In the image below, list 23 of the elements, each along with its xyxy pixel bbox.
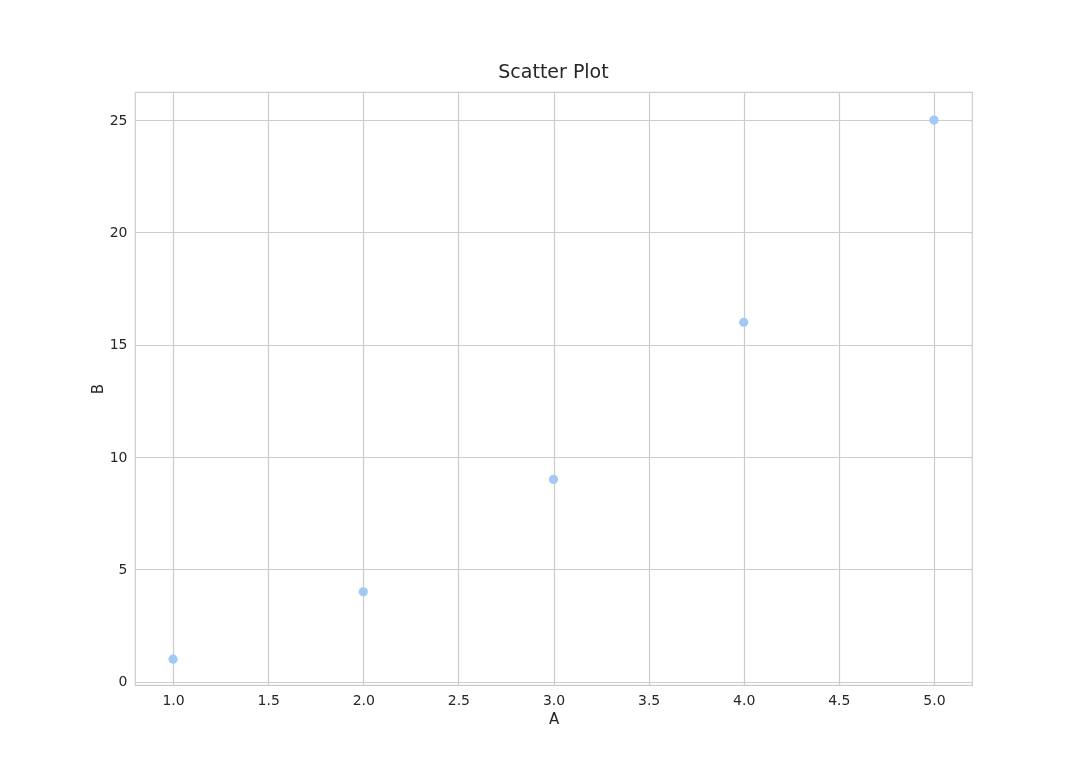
y-tick-label: 20: [109, 223, 128, 240]
y-axis-title: B: [88, 383, 107, 395]
x-tick-label: 3.5: [637, 691, 661, 708]
y-tick-label: 15: [109, 336, 128, 353]
y-tick-label: 25: [109, 111, 128, 128]
x-axis-title: A: [548, 709, 560, 728]
point: [168, 654, 178, 664]
y-tick-label: 10: [109, 448, 128, 465]
x-tick-label: 2.5: [447, 691, 471, 708]
x-tick-label: 1.5: [257, 691, 280, 708]
x-tick-label: 3.0: [542, 691, 566, 708]
point: [548, 474, 559, 485]
point: [739, 317, 749, 327]
x-tick-label: 2.0: [352, 691, 375, 708]
point: [929, 115, 939, 125]
x-tick-label: 4.5: [828, 691, 851, 708]
x-tick-label: 5.0: [923, 691, 946, 708]
y-tick-label: 0: [118, 673, 128, 690]
chart-title: Scatter Plot: [498, 60, 609, 82]
point: [358, 587, 368, 597]
x-tick-label: 1.0: [162, 691, 185, 708]
x-tick-label: 4.0: [733, 691, 756, 708]
y-tick-label: 5: [118, 560, 128, 577]
